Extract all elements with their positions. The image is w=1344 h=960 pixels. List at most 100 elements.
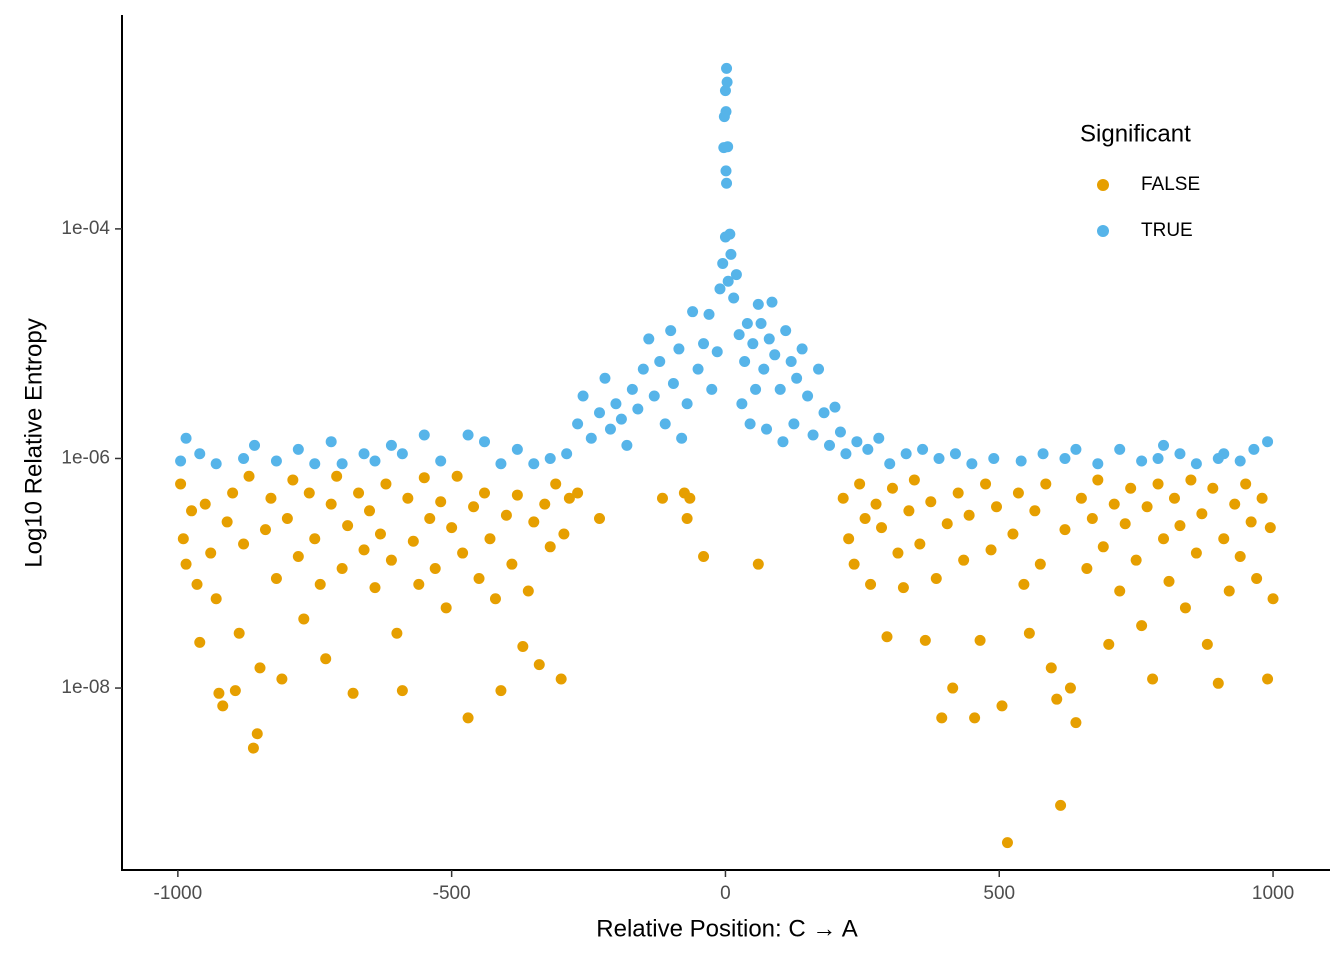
point (643, 333, 655, 345)
point (848, 558, 860, 570)
point (528, 458, 540, 470)
point (656, 492, 668, 504)
point (1174, 520, 1186, 532)
point (969, 712, 981, 724)
point (462, 429, 474, 441)
point (506, 558, 518, 570)
point (900, 448, 912, 460)
point (249, 439, 261, 451)
point (1059, 524, 1071, 536)
point (1262, 436, 1274, 448)
point (396, 448, 408, 460)
point (834, 426, 846, 438)
point (703, 308, 715, 320)
point (205, 547, 217, 559)
point (843, 533, 855, 545)
point (947, 682, 959, 694)
point (180, 432, 192, 444)
point (180, 558, 192, 570)
point (1092, 458, 1104, 470)
point (659, 418, 671, 430)
point (457, 547, 469, 559)
point (325, 498, 337, 510)
point (717, 257, 729, 269)
point (177, 533, 189, 545)
point (684, 492, 696, 504)
point (818, 407, 830, 419)
point (495, 685, 507, 697)
point (1051, 693, 1063, 705)
point (1245, 516, 1257, 528)
point (407, 535, 419, 547)
point (621, 439, 633, 451)
point (681, 512, 693, 524)
point (1168, 492, 1180, 504)
point (758, 363, 770, 375)
point (1108, 498, 1120, 510)
point (1174, 448, 1186, 460)
point (1064, 682, 1076, 694)
point (884, 458, 896, 470)
point (908, 474, 920, 486)
point (221, 516, 233, 528)
point (380, 478, 392, 490)
point (298, 613, 310, 625)
point (544, 541, 556, 553)
point (418, 429, 430, 441)
point (599, 372, 611, 384)
point (873, 432, 885, 444)
point (730, 269, 742, 281)
point (761, 423, 773, 435)
point (1130, 554, 1142, 566)
point (1158, 439, 1170, 451)
point (1070, 717, 1082, 729)
point (1081, 563, 1093, 575)
point (673, 343, 685, 355)
point (229, 685, 241, 697)
point (963, 509, 975, 521)
point (851, 436, 863, 448)
point (594, 407, 606, 419)
point (331, 470, 343, 482)
point (1040, 478, 1052, 490)
point (763, 333, 775, 345)
x-tick-label: 500 (983, 883, 1015, 904)
point (750, 383, 762, 395)
point (766, 296, 778, 308)
point (539, 498, 551, 510)
point (1218, 448, 1230, 460)
point (1264, 522, 1276, 534)
point (632, 403, 644, 415)
point (626, 383, 638, 395)
point (791, 372, 803, 384)
point (1097, 541, 1109, 553)
point (468, 501, 480, 513)
point (1201, 638, 1213, 650)
point (788, 418, 800, 430)
point (1179, 602, 1191, 614)
point (718, 111, 730, 123)
y-axis-title: Log10 Relative Entropy (20, 318, 47, 568)
point (687, 306, 699, 318)
point (484, 533, 496, 545)
point (303, 487, 315, 499)
point (558, 528, 570, 540)
point (941, 518, 953, 530)
point (194, 448, 206, 460)
point (1141, 501, 1153, 513)
legend-label: TRUE (1141, 220, 1193, 241)
point (270, 573, 282, 585)
point (949, 448, 961, 460)
point (991, 501, 1003, 513)
point (563, 492, 575, 504)
point (728, 292, 740, 304)
point (958, 554, 970, 566)
point (238, 452, 250, 464)
point (243, 470, 255, 482)
point (1152, 478, 1164, 490)
point (320, 653, 332, 665)
point (892, 547, 904, 559)
point (522, 585, 534, 597)
point (495, 458, 507, 470)
point (440, 602, 452, 614)
